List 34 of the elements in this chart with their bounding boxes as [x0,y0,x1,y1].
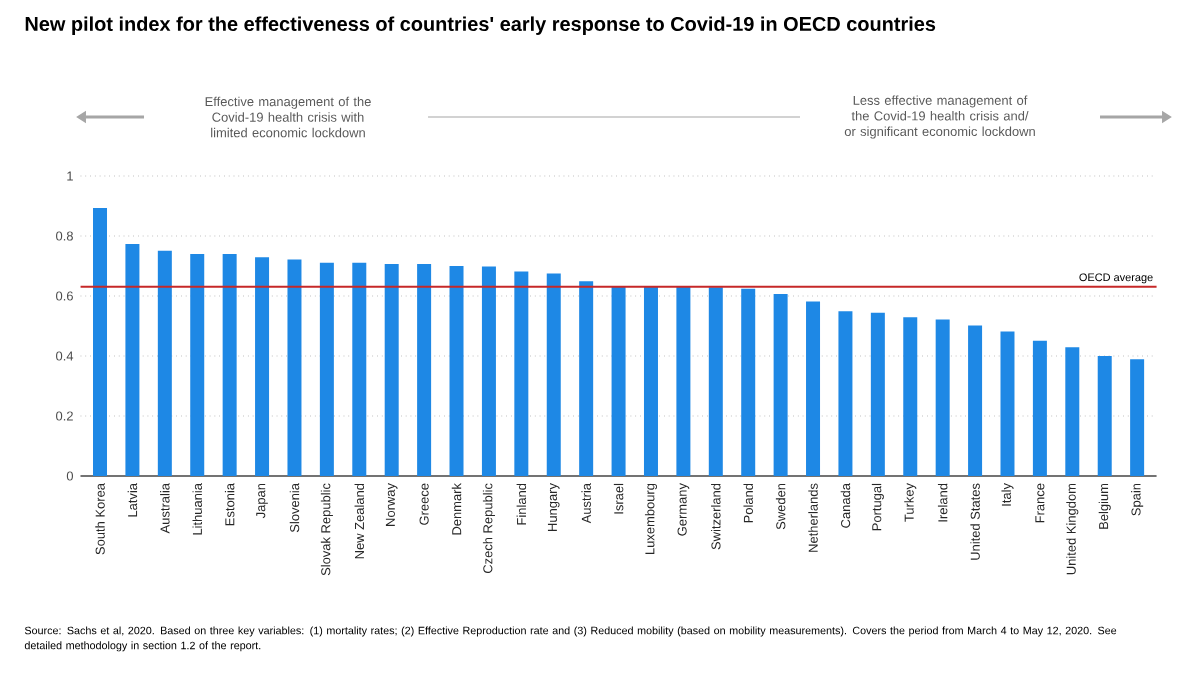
bar [676,286,691,476]
bar [838,311,853,476]
bar [352,262,367,476]
bar [611,286,626,476]
chart-title: New pilot index for the effectiveness of countries' early response to Covid-19 in OECD countries [25,16,936,35]
bar [1065,347,1080,476]
bar [255,257,270,476]
bar [384,263,399,476]
bar [579,281,594,476]
bar [190,254,205,476]
bar [643,286,658,476]
bar [741,288,756,476]
bar [481,266,496,476]
bar [935,319,950,476]
bar [417,263,432,476]
bar [125,244,140,476]
bar [968,325,983,476]
bar [319,262,334,476]
bar [93,208,108,476]
bar [546,273,561,476]
bar [903,317,918,476]
bar [773,293,788,476]
bar [449,266,464,476]
bar [708,287,723,476]
bar [1130,359,1145,476]
bar [514,271,529,476]
bar [870,312,885,476]
bar [806,301,821,476]
bar [287,259,302,476]
bar [157,250,172,476]
bar [1032,340,1047,476]
bar [222,254,237,476]
bar [1097,356,1112,476]
bar [1000,331,1015,476]
